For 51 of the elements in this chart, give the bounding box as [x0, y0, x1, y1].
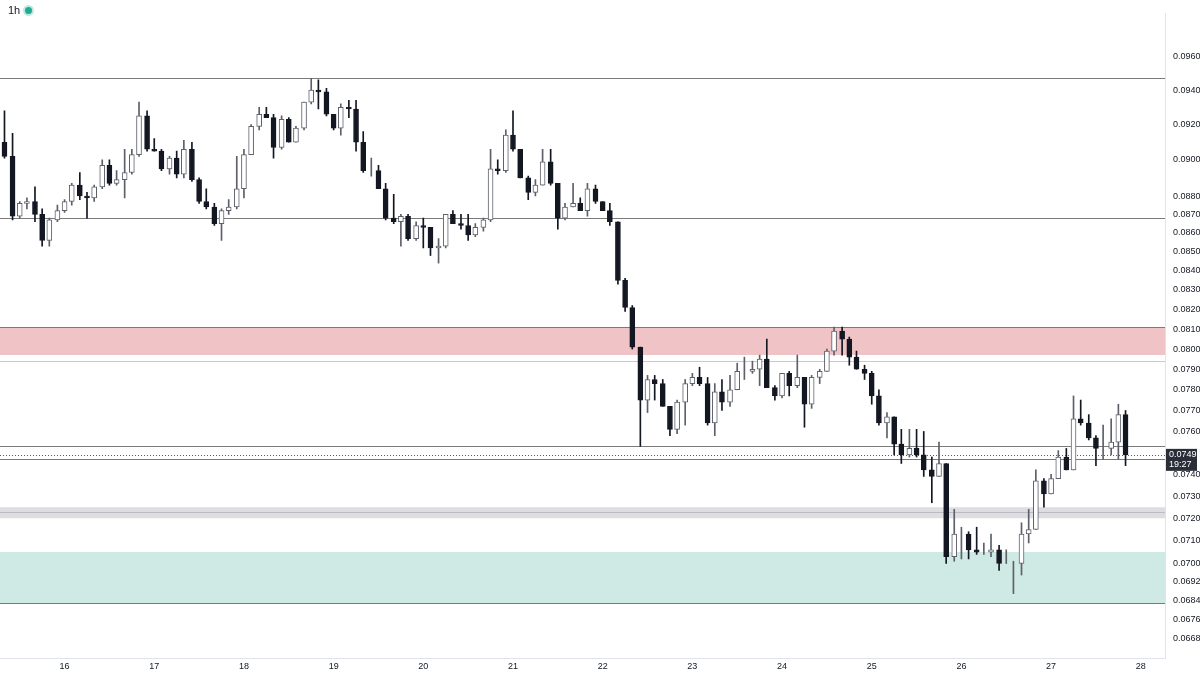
y-tick-label: 0.0790 — [1173, 363, 1200, 374]
y-tick-label: 0.0940 — [1173, 84, 1200, 95]
y-tick-label: 0.0740 — [1173, 468, 1200, 479]
y-tick-label: 0.0860 — [1173, 227, 1200, 238]
y-tick-label: 0.0800 — [1173, 343, 1200, 354]
x-tick-label: 22 — [597, 660, 608, 671]
chart-title: 1h — [8, 3, 21, 17]
y-tick-label: 0.0760 — [1173, 425, 1200, 436]
candlestick — [494, 159, 501, 175]
y-tick-label: 0.0850 — [1173, 246, 1200, 257]
x-tick-label: 18 — [238, 660, 249, 671]
ref-line-label: 0.0749 — [1169, 449, 1197, 460]
y-tick-label: 0.0692 — [1173, 576, 1200, 587]
y-tick-label: 0.0820 — [1173, 303, 1200, 314]
candlestick — [988, 533, 994, 557]
y-tick-label: 0.0880 — [1173, 190, 1200, 201]
x-tick-label: 19 — [328, 660, 339, 671]
y-tick-label: 0.0770 — [1173, 404, 1200, 415]
x-tick-label: 23 — [687, 660, 698, 671]
y-tick-label: 0.0960 — [1173, 50, 1200, 61]
y-tick-label: 0.0676 — [1173, 614, 1200, 625]
x-tick-label: 17 — [149, 660, 160, 671]
y-tick-label: 0.0730 — [1173, 490, 1200, 501]
x-tick-label: 16 — [59, 660, 70, 671]
candlestick — [458, 214, 464, 230]
y-tick-label: 0.0720 — [1173, 512, 1200, 523]
x-tick-label: 21 — [507, 660, 518, 671]
y-tick-label: 0.0668 — [1173, 633, 1200, 644]
y-tick-label: 0.0810 — [1173, 323, 1200, 334]
candlestick — [420, 217, 427, 249]
y-tick-label: 0.0710 — [1173, 535, 1200, 546]
x-tick-label: 20 — [418, 660, 429, 671]
x-tick-label: 25 — [866, 660, 877, 671]
x-tick-label: 26 — [956, 660, 967, 671]
y-tick-label: 0.0870 — [1173, 208, 1200, 219]
candlestick — [398, 214, 404, 247]
y-tick-label: 0.0840 — [1173, 265, 1200, 276]
y-tick-label: 0.0900 — [1173, 154, 1200, 165]
y-tick-label: 0.0920 — [1173, 119, 1200, 130]
y-tick-label: 0.0684 — [1173, 595, 1200, 606]
y-tick-label: 0.0700 — [1173, 558, 1200, 568]
y-tick-label: 0.0780 — [1173, 384, 1200, 395]
y-tick-label: 0.0830 — [1173, 284, 1200, 295]
text: 19:27 — [1169, 459, 1192, 470]
x-tick-label: 24 — [777, 660, 788, 671]
candlestick — [1025, 509, 1032, 544]
candlestick — [1077, 399, 1084, 426]
x-tick-label: 28 — [1135, 660, 1146, 671]
candlestick — [651, 375, 658, 401]
candlestick — [928, 456, 935, 504]
x-tick-label: 27 — [1046, 660, 1057, 671]
